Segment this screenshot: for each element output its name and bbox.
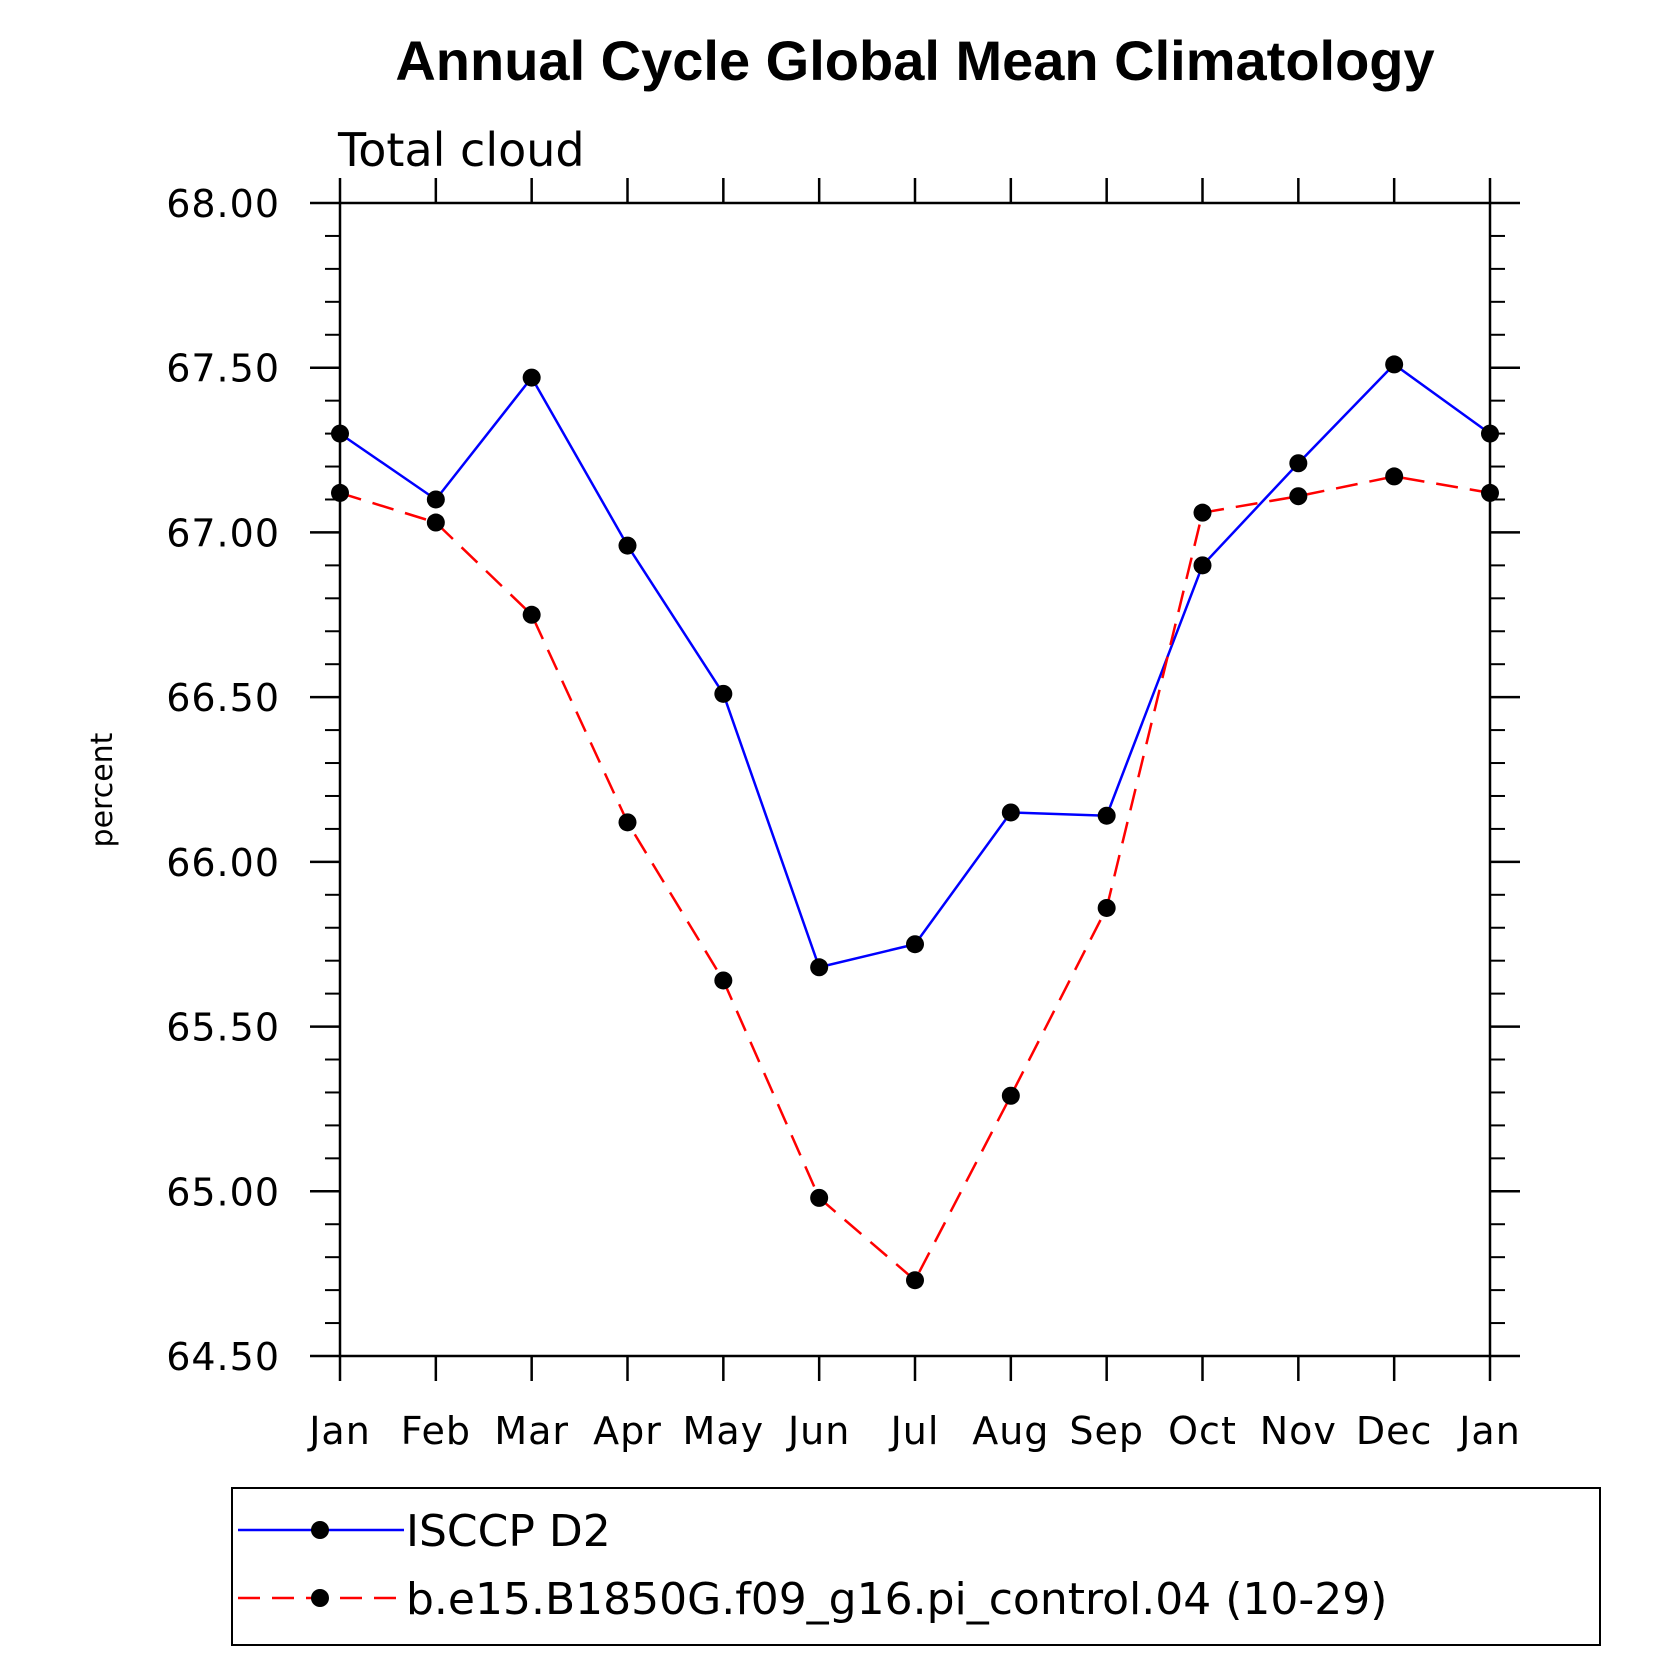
legend-label: b.e15.B1850G.f09_g16.pi_control.04 (10-2… — [406, 1574, 1387, 1625]
x-tick-label: Jan — [1457, 1409, 1521, 1453]
data-point — [1385, 355, 1404, 374]
y-tick-label: 66.50 — [166, 676, 280, 720]
legend-box — [231, 1487, 1601, 1646]
data-point — [1289, 454, 1308, 473]
x-tick-label: Aug — [972, 1409, 1049, 1453]
chart-title: Annual Cycle Global Mean Climatology — [395, 29, 1434, 92]
data-point — [331, 483, 349, 502]
data-point — [618, 536, 637, 555]
legend-marker — [311, 1521, 329, 1539]
axes: Jan Feb Mar Apr May Jun Jul Aug Sep Oct Nov Dec Jan 6… — [166, 178, 1521, 1453]
chart-subtitle: Total cloud — [337, 123, 585, 177]
data-point — [1289, 487, 1308, 506]
data-point — [714, 684, 733, 703]
data-point — [426, 490, 445, 509]
x-tick-label: Jun — [786, 1409, 850, 1453]
series-line — [339, 362, 1491, 969]
data-point — [1481, 483, 1499, 502]
data-point — [1193, 556, 1212, 575]
data-point — [618, 813, 637, 832]
series-line — [339, 475, 1491, 1283]
legend-marker — [311, 1589, 329, 1607]
y-tick-label: 67.00 — [166, 511, 280, 555]
series-layer — [331, 355, 1499, 1290]
legend: ISCCP D2 b.e15.B1850G.f09_g16.pi_control.… — [231, 1487, 1601, 1646]
y-tick-label: 66.00 — [166, 841, 280, 885]
x-tick-label: Oct — [1168, 1409, 1237, 1453]
data-point — [1193, 503, 1212, 522]
data-point — [906, 1271, 924, 1290]
x-tick-label: Dec — [1356, 1409, 1433, 1453]
data-point — [714, 971, 733, 990]
x-tick-label: Nov — [1260, 1409, 1337, 1453]
data-point — [1001, 1086, 1020, 1105]
x-tick-label: Apr — [593, 1409, 662, 1453]
x-tick-label: Jan — [307, 1409, 371, 1453]
y-tick-label: 65.00 — [166, 1170, 280, 1214]
plot-frame — [338, 201, 1492, 1358]
data-point — [331, 424, 349, 443]
x-tick-label: Feb — [401, 1409, 471, 1453]
y-tick-label: 65.50 — [166, 1006, 280, 1050]
x-tick-label: May — [683, 1409, 765, 1453]
data-point — [522, 368, 541, 387]
x-tick-label: Mar — [494, 1409, 569, 1453]
data-point — [906, 935, 924, 954]
data-point — [810, 958, 829, 977]
x-tick-label: Sep — [1069, 1409, 1144, 1453]
data-point — [1001, 803, 1020, 822]
y-axis-label: percent — [85, 732, 120, 847]
data-point — [810, 1188, 829, 1207]
y-tick-label: 67.50 — [166, 347, 280, 391]
legend-label: ISCCP D2 — [406, 1506, 611, 1557]
data-point — [1097, 806, 1116, 825]
x-tick-label: Jul — [889, 1409, 940, 1453]
y-tick-label: 64.50 — [166, 1335, 280, 1379]
data-point — [1481, 424, 1499, 443]
data-point — [426, 513, 445, 532]
data-point — [522, 605, 541, 624]
data-point — [1097, 898, 1116, 917]
y-tick-label: 68.00 — [166, 182, 280, 226]
data-point — [1385, 467, 1404, 486]
